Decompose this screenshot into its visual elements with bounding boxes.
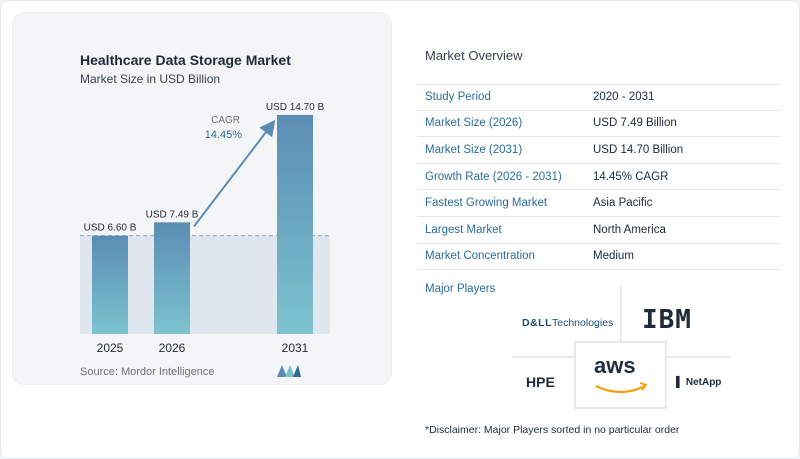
overview-row: Largest Market North America (417, 217, 781, 244)
bar-chart: USD 6.60 B 2025 USD 7.49 B 2026 USD 14.70 B 2… (80, 102, 330, 355)
bar (92, 235, 128, 334)
category-label: 2031 (282, 341, 309, 355)
players-title: Major Players (425, 283, 496, 295)
dell-logo-rest: Technologies (552, 317, 614, 329)
row-label: Study Period (425, 91, 491, 104)
disclaimer: *Disclaimer: Major Players sorted in no … (425, 424, 680, 436)
row-value: USD 14.70 Billion (593, 143, 684, 156)
dell-logo-bold: D&LL (522, 317, 552, 329)
row-value: Medium (593, 250, 634, 263)
row-label: Market Concentration (425, 250, 535, 263)
chart-title: Healthcare Data Storage Market (80, 52, 291, 68)
dell-logo: D&LLTechnologies (522, 317, 613, 329)
overview-row: Market Size (2031) USD 14.70 Billion (417, 137, 781, 164)
chart-subtitle: Market Size in USD Billion (80, 72, 221, 86)
row-label: Largest Market (425, 223, 502, 236)
row-label: Fastest Growing Market (425, 197, 548, 210)
cagr-arrow (193, 119, 276, 227)
overview-row: Market Size (2026) USD 7.49 Billion (417, 111, 781, 138)
bar-value-label: USD 14.70 B (266, 102, 325, 113)
netapp-logo: ▌ NetApp (676, 377, 722, 388)
row-value: USD 7.49 Billion (593, 117, 677, 130)
row-label: Growth Rate (2026 - 2031) (425, 170, 562, 183)
mordor-logo-icon (277, 365, 301, 377)
bar (154, 222, 190, 334)
bar-value-label: USD 7.49 B (146, 209, 199, 220)
row-value: 2020 - 2031 (593, 91, 655, 104)
overview-row: Study Period 2020 - 2031 (417, 84, 781, 111)
aws-smile-icon (595, 385, 646, 394)
overview-row: Growth Rate (2026 - 2031) 14.45% CAGR (417, 164, 781, 191)
hpe-logo: HPE (526, 374, 555, 390)
cagr-value: 14.45% (205, 129, 243, 141)
overview-title: Market Overview (425, 48, 523, 63)
row-value: 14.45% CAGR (593, 170, 669, 183)
row-label: Market Size (2026) (425, 117, 523, 130)
row-value: Asia Pacific (593, 197, 653, 210)
row-value: North America (593, 223, 666, 236)
overview-table: Study Period 2020 - 2031 Market Size (20… (417, 84, 781, 271)
ibm-logo: IBM (642, 305, 692, 335)
category-label: 2026 (159, 341, 186, 355)
bar (277, 114, 313, 334)
bar-value-label: USD 6.60 B (84, 223, 137, 234)
row-label: Market Size (2031) (425, 143, 523, 156)
cagr-label: CAGR (211, 115, 240, 126)
aws-logo: aws (594, 353, 636, 378)
overview-row: Market Concentration Medium (417, 244, 781, 271)
category-label: 2025 (97, 341, 124, 355)
overview-row: Fastest Growing Market Asia Pacific (417, 190, 781, 217)
source-note: Source: Mordor Intelligence (80, 366, 215, 378)
